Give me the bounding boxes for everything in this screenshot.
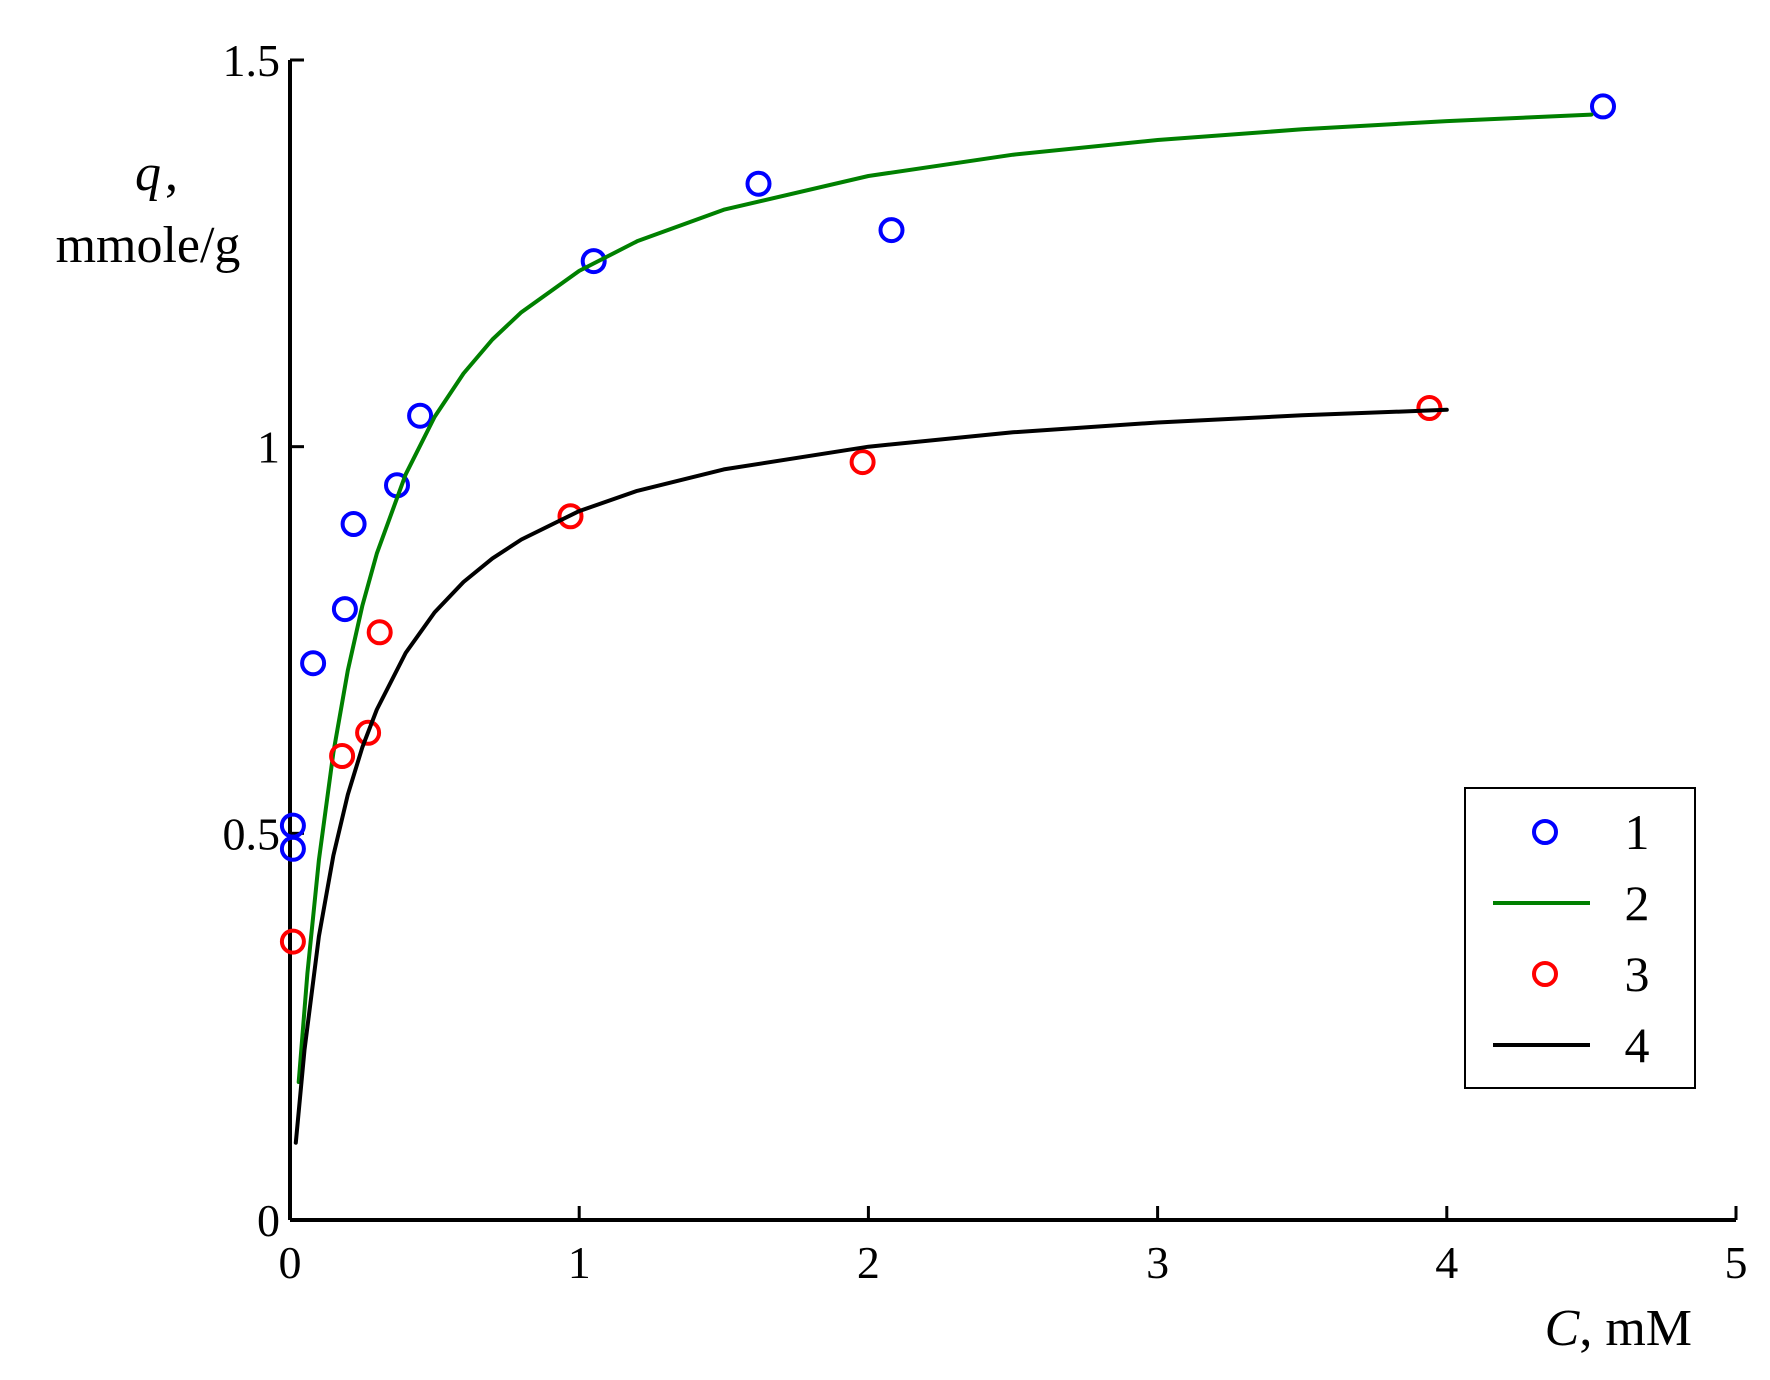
- x-tick-label: 5: [1725, 1237, 1748, 1288]
- legend-swatch-1: [1532, 819, 1558, 845]
- series-4-line: [293, 407, 1449, 1145]
- y-tick-label: 0.5: [223, 808, 281, 859]
- series-3-point: [557, 503, 584, 530]
- y-axis-title-unit: mmole/g: [56, 217, 241, 274]
- axes: [288, 60, 1736, 1222]
- y-axis-title-var: q: [135, 145, 161, 202]
- series-1-point: [878, 217, 905, 244]
- legend-box: [1464, 787, 1696, 1089]
- x-tick-label: 4: [1435, 1237, 1458, 1288]
- series-1-point: [1590, 93, 1616, 120]
- legend-label-3: 3: [1625, 946, 1650, 1002]
- series-3-point: [366, 619, 393, 646]
- x-tick-label: 0: [279, 1237, 302, 1288]
- series-3-point: [279, 928, 306, 955]
- legend-label-4: 4: [1625, 1017, 1650, 1073]
- x-axis-title-var: C: [1545, 1300, 1581, 1357]
- series-1-point: [745, 170, 772, 197]
- y-tick-label: 1.5: [223, 35, 281, 86]
- legend-items: 1 2 3 4: [1493, 804, 1650, 1073]
- y-ticks: 0 0.5 1 1.5: [223, 35, 304, 1246]
- legend-label-2: 2: [1625, 875, 1650, 931]
- y-tick-label: 1: [257, 422, 280, 473]
- x-tick-label: 2: [857, 1237, 880, 1288]
- series-1-point: [340, 511, 367, 537]
- series-3-point: [849, 449, 876, 476]
- x-tick-label: 3: [1146, 1237, 1169, 1288]
- series-1-point: [279, 835, 306, 862]
- series-3-point: [1416, 395, 1443, 421]
- plot-series: [279, 93, 1616, 1145]
- series-1-point: [580, 248, 607, 275]
- series-1-point: [407, 402, 434, 429]
- series-1-point: [331, 596, 358, 623]
- y-tick-label: 0: [257, 1195, 280, 1246]
- x-axis-title-unit: , mM: [1579, 1300, 1692, 1357]
- x-ticks: 0 1 2 3 4 5: [279, 1206, 1748, 1288]
- legend-swatch-3: [1532, 961, 1558, 987]
- series-2-line: [296, 112, 1594, 1084]
- series-3-point: [355, 719, 382, 746]
- y-axis-title-comma: ,: [165, 145, 178, 202]
- x-axis-title: C, mM: [1545, 1300, 1692, 1357]
- x-tick-label: 1: [568, 1237, 591, 1288]
- series-1-point: [300, 650, 327, 677]
- series-3-point: [329, 743, 356, 769]
- legend-label-1: 1: [1625, 804, 1650, 860]
- legend: 1 2 3 4: [1464, 787, 1696, 1089]
